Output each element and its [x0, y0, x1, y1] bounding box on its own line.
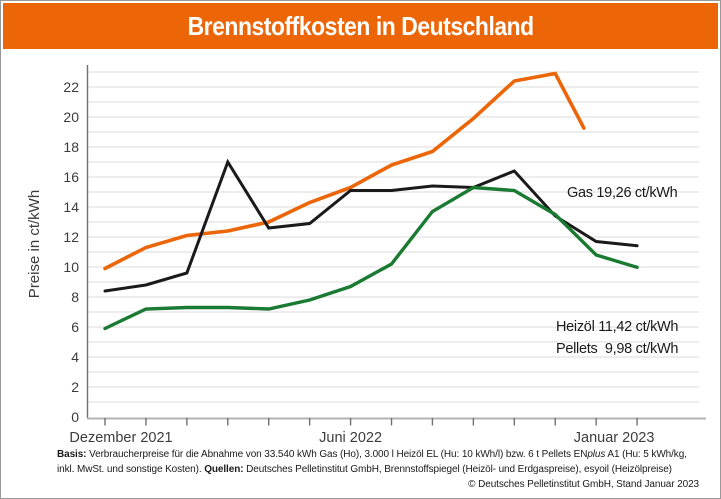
x-tick-label: Juni 2022 — [319, 430, 382, 446]
quellen-label: Quellen: — [204, 464, 244, 475]
y-tick-label: 2 — [71, 379, 79, 395]
y-tick-label: 10 — [63, 259, 79, 275]
basis-text-2: A1 (Hu: 5 kWh/kg, — [605, 449, 687, 460]
y-tick-label: 4 — [71, 349, 79, 365]
y-tick-label: 12 — [63, 229, 79, 245]
heizoel-value-label: Heizöl 11,42 ct/kWh — [556, 319, 679, 335]
gas-value-label: Gas 19,26 ct/kWh — [567, 185, 678, 201]
y-tick-label: 6 — [71, 319, 79, 335]
pellets-line — [103, 185, 639, 331]
chart-area: 0 2 4 6 8 10 12 14 16 18 20 22 Preise in ct/kWh Dezem… — [1, 49, 720, 449]
x-tick-label: Januar 2023 — [574, 430, 655, 446]
y-tick-label: 18 — [63, 139, 79, 155]
basis-text-1: Verbraucherpreise für die Abnahme von 33… — [86, 449, 588, 460]
enplus-italic: plus — [587, 449, 606, 460]
y-tick-label: 8 — [71, 289, 79, 305]
line2-text-2: Deutsches Pelletinstitut GmbH, Brennstof… — [243, 464, 672, 475]
footer: Basis: Verbraucherpreise für die Abnahme… — [57, 447, 699, 492]
title-bar: Brennstoffkosten in Deutschland — [3, 3, 718, 49]
basis-label: Basis: — [57, 449, 87, 460]
plot-svg: 0 2 4 6 8 10 12 14 16 18 20 22 Preise in ct/kWh Dezem… — [26, 65, 706, 446]
pellets-value-label: Pellets 9,98 ct/kWh — [556, 341, 679, 357]
gas-line — [103, 71, 586, 271]
heizoel-line — [103, 158, 639, 293]
y-axis-title: Preise in ct/kWh — [26, 190, 43, 298]
y-tick-label: 22 — [63, 79, 79, 95]
y-tick-label: 16 — [63, 169, 79, 185]
y-tick-label: 20 — [63, 109, 79, 125]
y-tick-label: 0 — [71, 409, 79, 425]
footer-copyright: © Deutsches Pelletinstitut GmbH, Stand J… — [468, 479, 699, 490]
footer-basis-line: Basis: Verbraucherpreise für die Abnahme… — [57, 447, 699, 462]
y-tick-label: 14 — [63, 199, 79, 215]
footer-quellen-line: inkl. MwSt. und sonstige Kosten). Quelle… — [57, 462, 699, 477]
line2-text-1: inkl. MwSt. und sonstige Kosten). — [57, 464, 205, 475]
x-tick-label: Dezember 2021 — [69, 430, 172, 446]
page-title: Brennstoffkosten in Deutschland — [187, 10, 534, 41]
